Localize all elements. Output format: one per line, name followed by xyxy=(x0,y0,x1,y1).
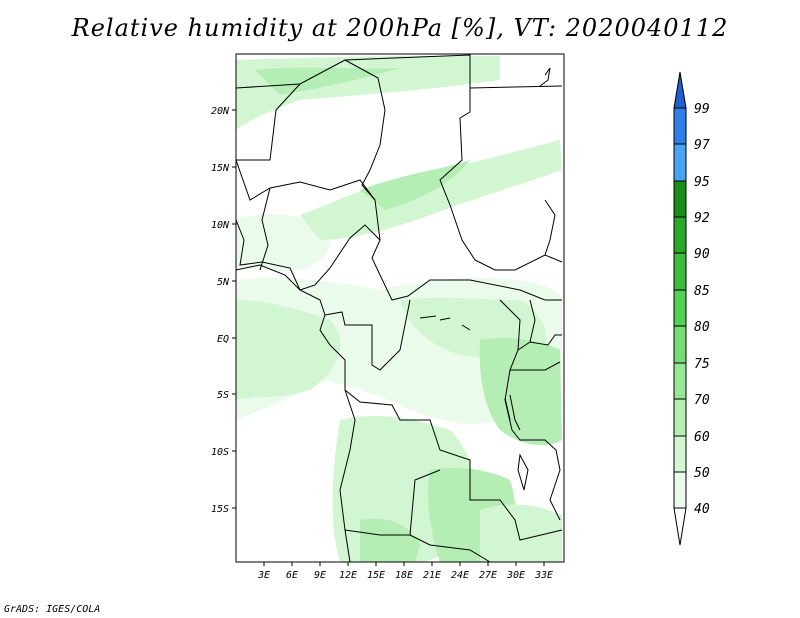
colorbar-bottom-arrow xyxy=(673,507,687,546)
colorbar-segment xyxy=(673,216,687,254)
lon-tick-label: 9E xyxy=(314,570,326,581)
colorbar-segment xyxy=(673,252,687,291)
colorbar-label: 70 xyxy=(694,393,710,408)
lon-tick-label: 27E xyxy=(479,570,497,581)
lat-tick-label: 5S xyxy=(217,390,229,401)
colorbar-segment xyxy=(673,325,687,364)
colorbar-segment xyxy=(673,289,687,327)
lon-tick-label: 24E xyxy=(451,570,469,581)
colorbar-label: 97 xyxy=(694,138,710,153)
lat-tick-label: 5N xyxy=(217,277,230,288)
lon-tick-label: 33E xyxy=(534,570,553,581)
lon-tick-label: 21E xyxy=(423,570,441,581)
colorbar-label: 60 xyxy=(694,430,710,445)
lon-axis: 3E 6E 9E 12E 15E 18E 21E 24E 27E 30E 33E xyxy=(257,562,553,581)
colorbar-label: 40 xyxy=(694,502,710,517)
lat-axis: 20N 15N 10N 5N EQ 5S 10S 15S xyxy=(211,106,236,515)
colorbar-label: 75 xyxy=(694,357,710,372)
colorbar-label: 99 xyxy=(694,102,710,117)
colorbar-segment xyxy=(673,143,687,182)
lon-tick-label: 30E xyxy=(506,570,525,581)
lat-tick-label: 15N xyxy=(211,163,230,174)
humidity-shading xyxy=(236,55,562,562)
lon-tick-label: 15E xyxy=(367,570,385,581)
lon-tick-label: 12E xyxy=(339,570,357,581)
lon-tick-label: 6E xyxy=(286,570,298,581)
colorbar-segment xyxy=(673,471,687,509)
lat-tick-label: 20N xyxy=(211,106,230,117)
colorbar-segment xyxy=(673,435,687,473)
country-borders xyxy=(235,54,563,563)
colorbar-label: 85 xyxy=(694,284,710,299)
colorbar-segment xyxy=(673,180,687,218)
lat-tick-label: 15S xyxy=(211,504,229,515)
grads-credit: GrADS: IGES/COLA xyxy=(4,604,101,615)
colorbar: 99 97 95 92 90 85 80 75 70 60 50 40 xyxy=(673,71,710,546)
map-title: Relative humidity at 200hPa [%], VT: 202… xyxy=(71,14,729,42)
lat-tick-label: 10N xyxy=(211,220,230,231)
colorbar-label: 90 xyxy=(694,247,710,262)
lon-tick-label: 18E xyxy=(395,570,413,581)
colorbar-segment xyxy=(673,362,687,400)
colorbar-label: 80 xyxy=(694,320,710,335)
colorbar-segment xyxy=(673,107,687,145)
colorbar-label: 92 xyxy=(694,211,710,226)
lon-tick-label: 3E xyxy=(257,570,270,581)
colorbar-top-arrow xyxy=(673,71,687,109)
colorbar-label: 50 xyxy=(694,466,710,481)
map-area: 20N 15N 10N 5N EQ 5S 10S 15S 3E 6E 9E 12… xyxy=(211,53,565,581)
lat-tick-label: EQ xyxy=(217,334,229,345)
lat-tick-label: 10S xyxy=(211,447,229,458)
colorbar-segment xyxy=(673,398,687,437)
colorbar-label: 95 xyxy=(694,175,710,190)
